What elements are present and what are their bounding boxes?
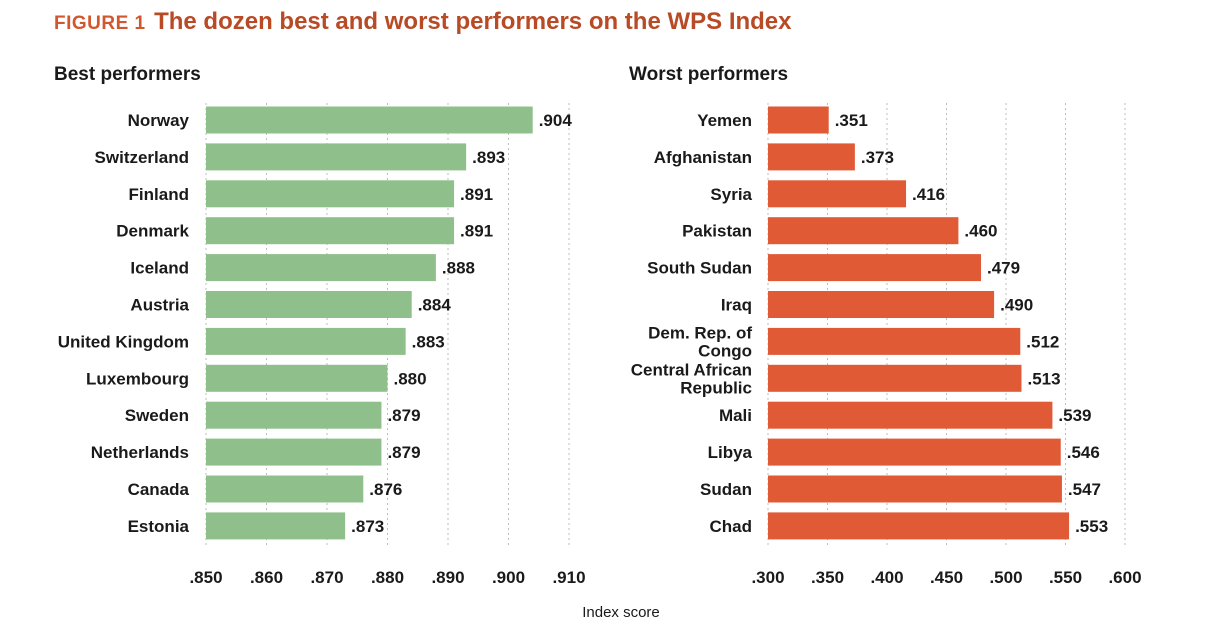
best-category-label: Austria	[130, 296, 189, 315]
worst-category-label: Yemen	[697, 111, 752, 130]
best-category-label: Denmark	[116, 222, 189, 241]
best-bar	[206, 254, 436, 282]
worst-category-label: Central African Republic	[631, 360, 752, 397]
best-category-label: Switzerland	[95, 148, 189, 167]
best-tick-label: .850	[189, 568, 222, 587]
worst-bar	[768, 106, 829, 134]
best-value-label: .883	[412, 332, 445, 351]
worst-value-label: .547	[1068, 480, 1101, 499]
best-value-label: .904	[539, 111, 573, 130]
worst-bar	[768, 327, 1021, 355]
worst-category-label: Mali	[719, 406, 752, 425]
worst-bar	[768, 364, 1022, 392]
worst-value-label: .351	[835, 111, 868, 130]
best-tick-label: .880	[371, 568, 404, 587]
figure-title-row: FIGURE 1 The dozen best and worst perfor…	[54, 8, 792, 36]
worst-category-label: Iraq	[721, 296, 752, 315]
worst-value-label: .460	[964, 222, 997, 241]
worst-category-label: Sudan	[700, 480, 752, 499]
worst-value-label: .490	[1000, 296, 1033, 315]
worst-tick-label: .500	[989, 568, 1022, 587]
best-category-label: Netherlands	[91, 443, 189, 462]
worst-bar	[768, 217, 959, 245]
worst-category-label: Dem. Rep. of Congo	[648, 323, 752, 360]
worst-bar	[768, 438, 1061, 466]
best-category-label: Finland	[129, 185, 189, 204]
best-category-label: Luxembourg	[86, 369, 189, 388]
worst-category-label: Syria	[710, 185, 752, 204]
worst-bar	[768, 512, 1070, 540]
best-bar	[206, 291, 412, 318]
best-bar	[206, 438, 382, 466]
worst-value-label: .416	[912, 185, 945, 204]
best-category-label: Sweden	[125, 406, 189, 425]
worst-value-label: .479	[987, 259, 1020, 278]
worst-category-label: Pakistan	[682, 222, 752, 241]
worst-panel-title: Worst performers	[629, 64, 789, 85]
best-bar	[206, 401, 382, 429]
worst-bar	[768, 180, 907, 208]
best-tick-label: .890	[431, 568, 464, 587]
figure-title: The dozen best and worst performers on t…	[154, 8, 792, 35]
best-category-label: Iceland	[130, 259, 189, 278]
best-bar	[206, 512, 346, 540]
worst-value-label: .553	[1075, 517, 1108, 536]
best-tick-label: .860	[250, 568, 283, 587]
worst-tick-label: .550	[1049, 568, 1082, 587]
worst-category-label: Chad	[710, 517, 753, 536]
worst-bar	[768, 401, 1053, 429]
worst-tick-label: .300	[751, 568, 784, 587]
best-value-label: .893	[472, 148, 505, 167]
best-tick-label: .910	[552, 568, 585, 587]
worst-value-label: .546	[1067, 443, 1100, 462]
best-panel-title: Best performers	[54, 64, 201, 85]
worst-category-label: Afghanistan	[654, 148, 752, 167]
best-bar	[206, 364, 388, 392]
worst-value-label: .539	[1058, 406, 1091, 425]
best-value-label: .876	[369, 480, 402, 499]
worst-bar	[768, 475, 1062, 503]
best-value-label: .891	[460, 185, 493, 204]
worst-tick-label: .600	[1108, 568, 1141, 587]
worst-tick-label: .450	[930, 568, 963, 587]
best-category-label: Canada	[128, 480, 190, 499]
worst-tick-label: .400	[870, 568, 903, 587]
figure-label: FIGURE 1	[54, 13, 146, 34]
best-value-label: .879	[387, 443, 420, 462]
worst-bar	[768, 143, 855, 171]
best-value-label: .880	[394, 369, 427, 388]
best-bar	[206, 143, 467, 171]
best-value-label: .879	[387, 406, 420, 425]
worst-tick-label: .350	[811, 568, 844, 587]
worst-bar	[768, 254, 982, 282]
best-bar	[206, 180, 455, 208]
best-category-label: Estonia	[128, 517, 190, 536]
worst-bar	[768, 291, 995, 318]
worst-category-label: Libya	[708, 443, 753, 462]
best-tick-label: .870	[310, 568, 343, 587]
best-value-label: .891	[460, 222, 493, 241]
best-value-label: .873	[351, 517, 384, 536]
best-category-label: United Kingdom	[58, 332, 189, 351]
best-category-label: Norway	[128, 111, 190, 130]
worst-value-label: .373	[861, 148, 894, 167]
best-bar	[206, 217, 455, 245]
best-tick-label: .900	[492, 568, 525, 587]
worst-value-label: .513	[1027, 369, 1060, 388]
worst-value-label: .512	[1026, 332, 1059, 351]
worst-category-label: South Sudan	[647, 259, 752, 278]
best-value-label: .884	[418, 296, 452, 315]
x-axis-label: Index score	[582, 604, 660, 621]
best-value-label: .888	[442, 259, 475, 278]
best-bar	[206, 327, 406, 355]
best-bar	[206, 475, 364, 503]
best-bar	[206, 106, 533, 134]
